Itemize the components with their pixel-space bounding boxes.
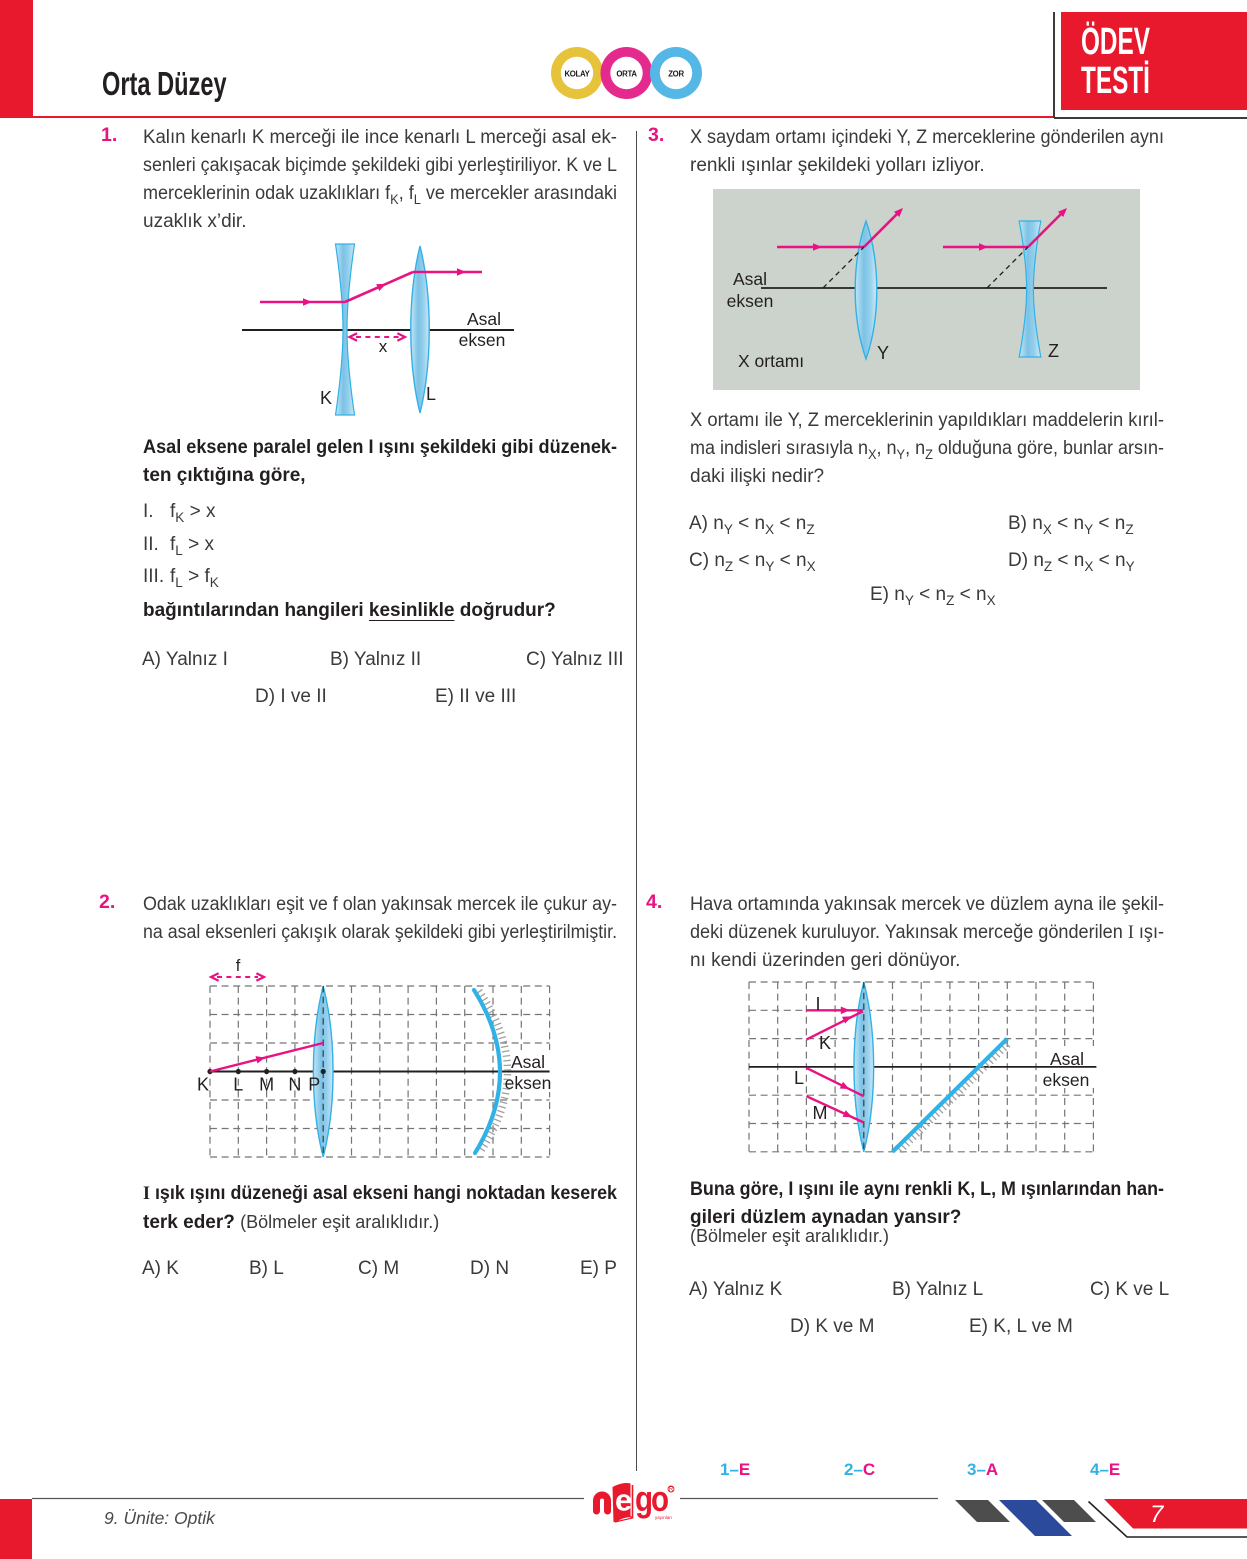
svg-text:Asal: Asal — [733, 269, 767, 289]
svg-text:eksen: eksen — [1043, 1070, 1090, 1090]
svg-text:Y: Y — [877, 343, 889, 363]
svg-text:7: 7 — [1150, 1501, 1165, 1528]
svg-text:L: L — [233, 1075, 243, 1095]
svg-text:Asal: Asal — [511, 1052, 545, 1072]
svg-text:L: L — [794, 1068, 804, 1088]
svg-text:ORTA: ORTA — [616, 70, 637, 79]
svg-text:eksen: eksen — [727, 291, 774, 311]
svg-text:ZOR: ZOR — [668, 70, 684, 79]
svg-text:K: K — [819, 1033, 831, 1053]
svg-text:x: x — [379, 337, 388, 356]
svg-text:X ortamı: X ortamı — [738, 351, 804, 371]
svg-text:f: f — [236, 957, 241, 975]
svg-text:P: P — [308, 1075, 320, 1095]
svg-text:go: go — [635, 1478, 668, 1518]
svg-text:K: K — [320, 388, 332, 408]
svg-text:R: R — [669, 1487, 674, 1493]
svg-text:Asal: Asal — [467, 309, 501, 329]
svg-text:Z: Z — [1048, 341, 1059, 361]
svg-text:eksen: eksen — [505, 1073, 552, 1093]
svg-text:M: M — [813, 1103, 828, 1123]
svg-text:M: M — [259, 1075, 274, 1095]
svg-text:yayınları: yayınları — [655, 1515, 672, 1520]
svg-text:L: L — [426, 384, 436, 404]
svg-text:KOLAY: KOLAY — [564, 70, 590, 79]
svg-text:e: e — [615, 1483, 632, 1518]
svg-text:Asal: Asal — [1050, 1049, 1084, 1069]
svg-text:I: I — [815, 994, 820, 1014]
svg-text:N: N — [288, 1075, 301, 1095]
svg-text:K: K — [197, 1075, 209, 1095]
svg-text:eksen: eksen — [459, 330, 506, 350]
